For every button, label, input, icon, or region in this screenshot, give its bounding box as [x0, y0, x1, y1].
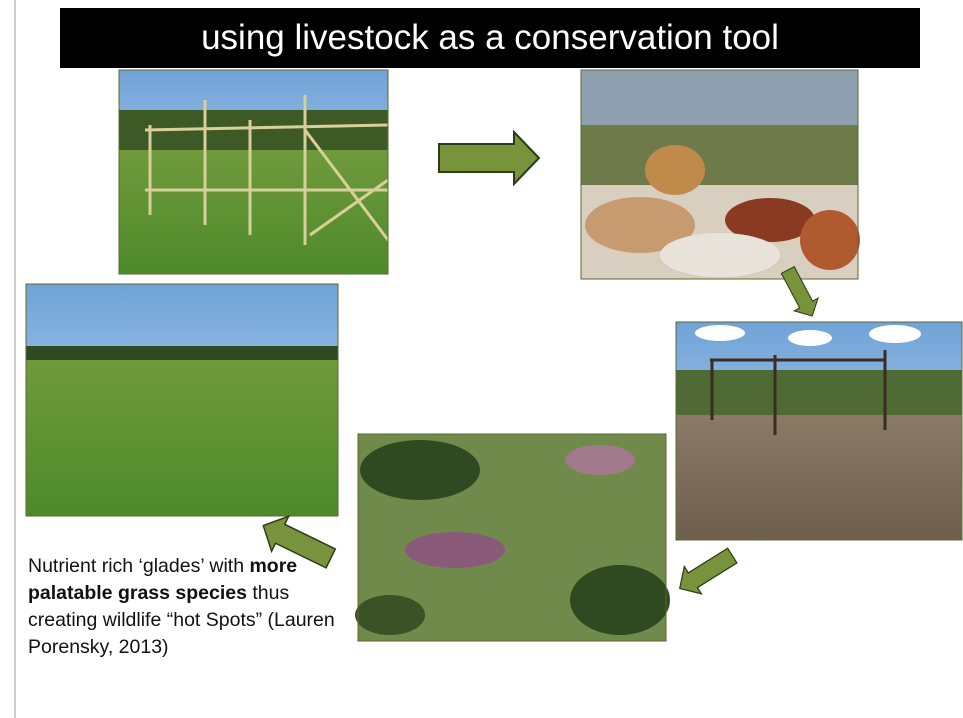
photo-fence: [118, 69, 390, 275]
photo-aerial: [355, 433, 670, 642]
photo-cattle: [580, 69, 860, 280]
caption-text: thus creating wildlife “hot Spots” (Laur…: [28, 582, 335, 658]
title: using livestock as a conservation tool: [201, 18, 779, 57]
photo-grassland: [25, 283, 339, 517]
caption: Nutrient rich ‘glades’ with more palatab…: [28, 553, 354, 661]
arrow: [438, 131, 540, 185]
caption-bold: more palatable grass species: [28, 555, 298, 604]
arrow: [670, 541, 742, 603]
caption-text: Nutrient rich ‘glades’ with: [28, 555, 250, 577]
title-bar: using livestock as a conservation tool: [60, 8, 920, 68]
photo-boma: [675, 321, 963, 541]
